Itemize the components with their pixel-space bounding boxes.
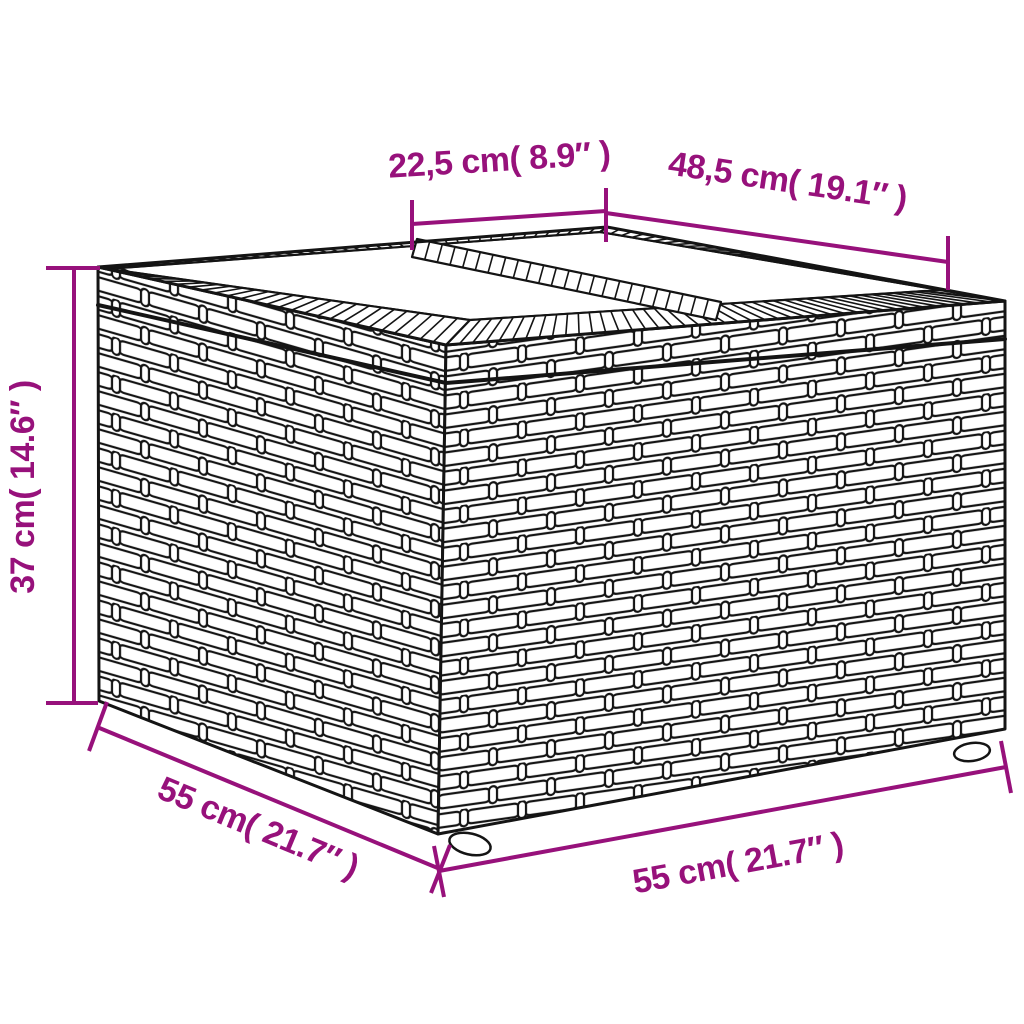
- dimension-label-height: 37 cm( 14.6″ ): [4, 380, 42, 593]
- height-dimension: 37 cm( 14.6″ ): [4, 266, 100, 705]
- rim-band-front-right: [444, 289, 1007, 347]
- glass-divider-strip: [410, 237, 723, 322]
- tabletop-outer-edge: [96, 225, 1007, 347]
- tabletop-lid-seam: [96, 303, 1007, 386]
- dimension-label-glass-top-width: 48,5 cm( 19.1″ ): [666, 145, 910, 218]
- table-front-face: [98, 267, 446, 834]
- wicker-table: [96, 225, 1007, 857]
- table-foot-front: [448, 831, 492, 857]
- table-right-face: [438, 301, 1005, 834]
- dimension-label-glass-panel-width: 22,5 cm( 8.9″ ): [387, 134, 611, 186]
- table-foot-right: [952, 741, 992, 763]
- dimension-label-width: 55 cm( 21.7″ ): [630, 825, 847, 901]
